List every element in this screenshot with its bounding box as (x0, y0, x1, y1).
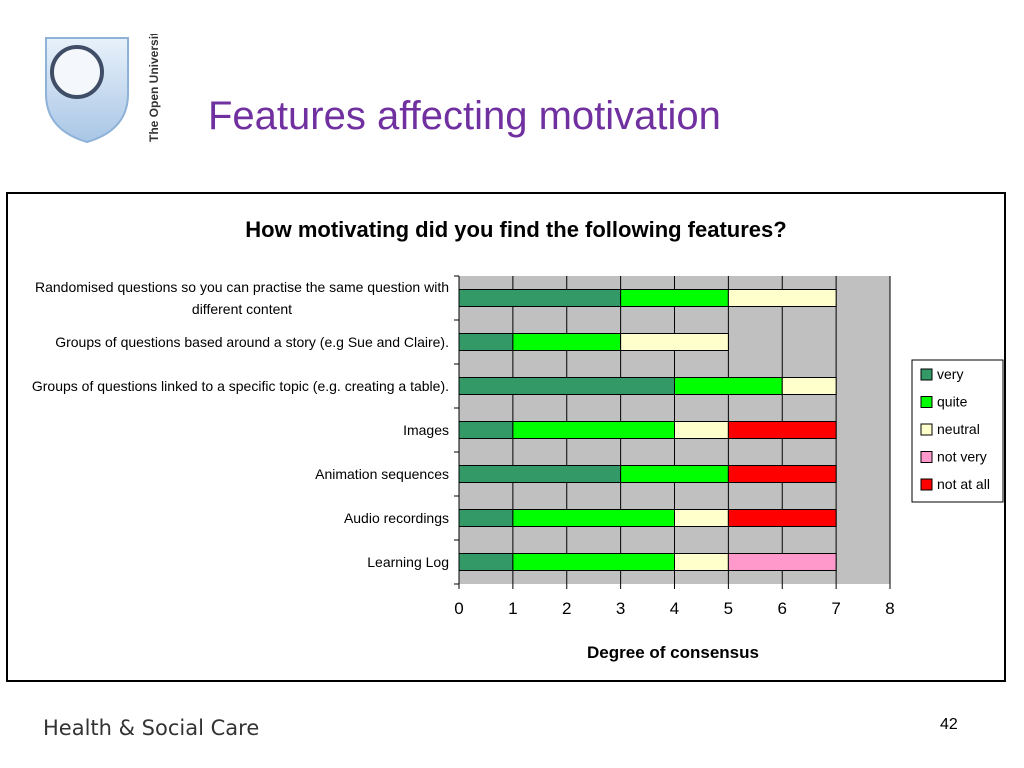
bar-segment-very (458, 553, 514, 571)
x-tick-label: 5 (724, 599, 733, 618)
bar-segment-not-very (727, 553, 837, 571)
legend-swatch (920, 423, 933, 436)
bar-segment-quite (620, 465, 729, 483)
legend-label: not very (937, 449, 987, 465)
bar-segment-quite (620, 289, 729, 307)
x-axis-label: Degree of consensus (587, 643, 759, 662)
bar-segment-neutral (781, 377, 837, 395)
category-label: Learning Log (367, 554, 449, 570)
bar-segment-neutral (674, 553, 729, 571)
bar-segment-quite (512, 421, 675, 439)
x-tick-label: 0 (454, 599, 463, 618)
bar-segment-neutral (674, 421, 729, 439)
legend-label: neutral (937, 421, 980, 437)
open-university-logo: The Open University (40, 25, 170, 146)
page-number: 42 (940, 716, 958, 733)
legend-swatch (920, 396, 933, 408)
x-tick-label: 4 (670, 599, 679, 618)
category-label: Groups of questions based around a story… (55, 334, 449, 350)
x-tick-label: 8 (885, 599, 894, 618)
bar-segment-quite (512, 509, 675, 527)
legend-swatch (920, 368, 933, 381)
x-tick-label: 7 (831, 599, 840, 618)
x-tick-label: 2 (562, 599, 571, 618)
bar-segment-very (458, 289, 622, 307)
bar-segment-quite (512, 553, 675, 571)
bar-segment-neutral (674, 509, 729, 527)
category-label: Images (403, 422, 449, 438)
bar-segment-very (458, 465, 622, 483)
bar-segment-very (458, 377, 675, 395)
bar-segment-quite (512, 333, 622, 351)
category-label: Audio recordings (344, 510, 449, 526)
legend-label: not at all (937, 476, 990, 492)
logo-text: The Open University (147, 34, 161, 142)
legend-swatch (920, 478, 933, 491)
bar-segment-not-at-all (727, 509, 837, 527)
plot-area: Randomised questions so you can practise… (32, 275, 895, 618)
legend-label: quite (937, 394, 968, 410)
x-tick-label: 6 (778, 599, 787, 618)
legend-label: very (937, 366, 963, 382)
legend-swatch (920, 451, 933, 463)
chart-title: How motivating did you find the followin… (245, 217, 786, 242)
category-label: Randomised questions so you can practise… (35, 279, 449, 317)
bar-segment-not-at-all (727, 421, 837, 439)
x-tick-label: 3 (616, 599, 625, 618)
bar-segment-very (458, 509, 514, 527)
legend: very quite neutral not very not at all (911, 359, 1004, 503)
bar-segment-very (458, 421, 514, 439)
chart: How motivating did you find the followin… (32, 217, 1004, 662)
slide-title: Features affecting motivation (208, 94, 721, 138)
bar-segment-not-at-all (727, 465, 837, 483)
bar-segment-quite (674, 377, 783, 395)
shield-ring-icon (50, 45, 104, 99)
x-tick-label: 1 (508, 599, 517, 618)
bar-segment-neutral (727, 289, 837, 307)
category-label: Groups of questions linked to a specific… (32, 378, 449, 394)
chart-frame: How motivating did you find the followin… (6, 192, 1006, 682)
bar-segment-very (458, 333, 514, 351)
category-label: Animation sequences (315, 466, 449, 482)
footer-brand: Health & Social Care (43, 716, 260, 740)
bar-segment-neutral (620, 333, 729, 351)
